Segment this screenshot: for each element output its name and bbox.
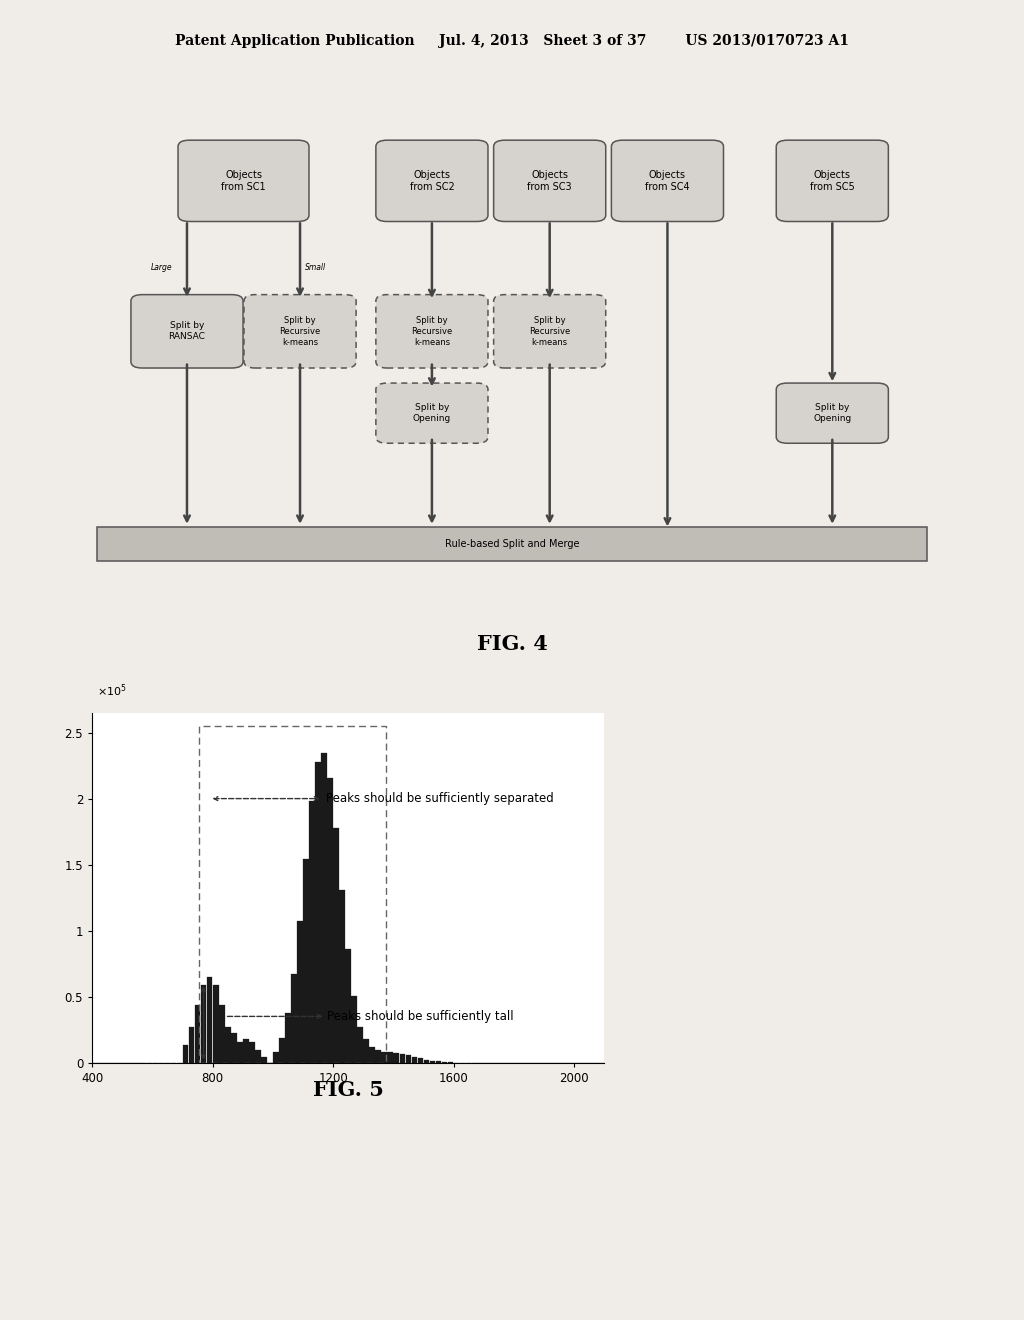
Text: Small: Small — [305, 264, 326, 272]
FancyBboxPatch shape — [97, 527, 927, 561]
Bar — [207, 977, 213, 1063]
Text: Objects
from SC1: Objects from SC1 — [221, 170, 266, 191]
Bar — [291, 974, 297, 1063]
Bar — [381, 1052, 387, 1063]
Bar — [333, 829, 339, 1063]
Text: Peaks should be sufficiently separated: Peaks should be sufficiently separated — [326, 792, 553, 805]
Bar — [201, 985, 207, 1063]
Text: Objects
from SC4: Objects from SC4 — [645, 170, 690, 191]
FancyBboxPatch shape — [494, 294, 606, 368]
FancyBboxPatch shape — [131, 294, 243, 368]
Bar — [182, 1045, 188, 1063]
Bar — [309, 801, 315, 1063]
Bar — [237, 1043, 243, 1063]
Bar — [328, 779, 333, 1063]
Bar — [303, 859, 309, 1063]
Text: Split by
Recursive
k-means: Split by Recursive k-means — [412, 315, 453, 347]
Bar — [279, 1038, 285, 1063]
Bar — [430, 1061, 435, 1063]
Bar — [249, 1043, 255, 1063]
Bar — [213, 985, 218, 1063]
Bar — [357, 1027, 364, 1063]
Text: Rule-based Split and Merge: Rule-based Split and Merge — [444, 539, 580, 549]
Bar — [393, 1053, 399, 1063]
Text: Objects
from SC3: Objects from SC3 — [527, 170, 572, 191]
FancyBboxPatch shape — [776, 383, 889, 444]
Text: $\times10^5$: $\times10^5$ — [97, 682, 127, 698]
FancyBboxPatch shape — [494, 140, 606, 222]
Bar — [261, 1057, 266, 1063]
FancyBboxPatch shape — [376, 140, 488, 222]
Bar — [315, 762, 321, 1063]
FancyBboxPatch shape — [178, 140, 309, 222]
Text: Split by
RANSAC: Split by RANSAC — [169, 321, 206, 342]
Bar — [297, 920, 303, 1063]
Text: Split by
Recursive
k-means: Split by Recursive k-means — [529, 315, 570, 347]
Bar — [243, 1039, 249, 1063]
Text: Patent Application Publication     Jul. 4, 2013   Sheet 3 of 37        US 2013/0: Patent Application Publication Jul. 4, 2… — [175, 33, 849, 48]
Bar — [255, 1051, 261, 1063]
Bar — [412, 1057, 418, 1063]
Bar — [387, 1052, 393, 1063]
Bar — [322, 754, 327, 1063]
Bar — [230, 1032, 237, 1063]
Text: Split by
Opening: Split by Opening — [413, 403, 451, 424]
Bar — [399, 1053, 406, 1063]
Bar — [219, 1005, 224, 1063]
Text: Split by
Opening: Split by Opening — [813, 403, 851, 424]
FancyBboxPatch shape — [776, 140, 889, 222]
Text: FIG. 4: FIG. 4 — [476, 634, 548, 653]
Bar — [195, 1005, 201, 1063]
Bar — [364, 1039, 369, 1063]
Bar — [424, 1060, 429, 1063]
Text: Large: Large — [152, 264, 173, 272]
Bar — [406, 1056, 412, 1063]
Bar — [273, 1052, 279, 1063]
Bar — [339, 890, 345, 1063]
Bar — [351, 995, 357, 1063]
Bar — [188, 1027, 195, 1063]
Bar — [199, 726, 386, 1063]
FancyBboxPatch shape — [376, 383, 488, 444]
Bar — [370, 1047, 375, 1063]
Bar — [225, 1027, 230, 1063]
FancyBboxPatch shape — [611, 140, 724, 222]
Bar — [418, 1059, 423, 1063]
Text: Objects
from SC2: Objects from SC2 — [410, 170, 455, 191]
Bar — [345, 949, 351, 1063]
Text: Split by
Recursive
k-means: Split by Recursive k-means — [280, 315, 321, 347]
Bar — [285, 1014, 291, 1063]
Text: Objects
from SC5: Objects from SC5 — [810, 170, 855, 191]
Bar — [376, 1051, 381, 1063]
FancyBboxPatch shape — [376, 294, 488, 368]
Text: FIG. 5: FIG. 5 — [312, 1080, 384, 1101]
Text: Peaks should be sufficiently tall: Peaks should be sufficiently tall — [327, 1010, 514, 1023]
FancyBboxPatch shape — [244, 294, 356, 368]
